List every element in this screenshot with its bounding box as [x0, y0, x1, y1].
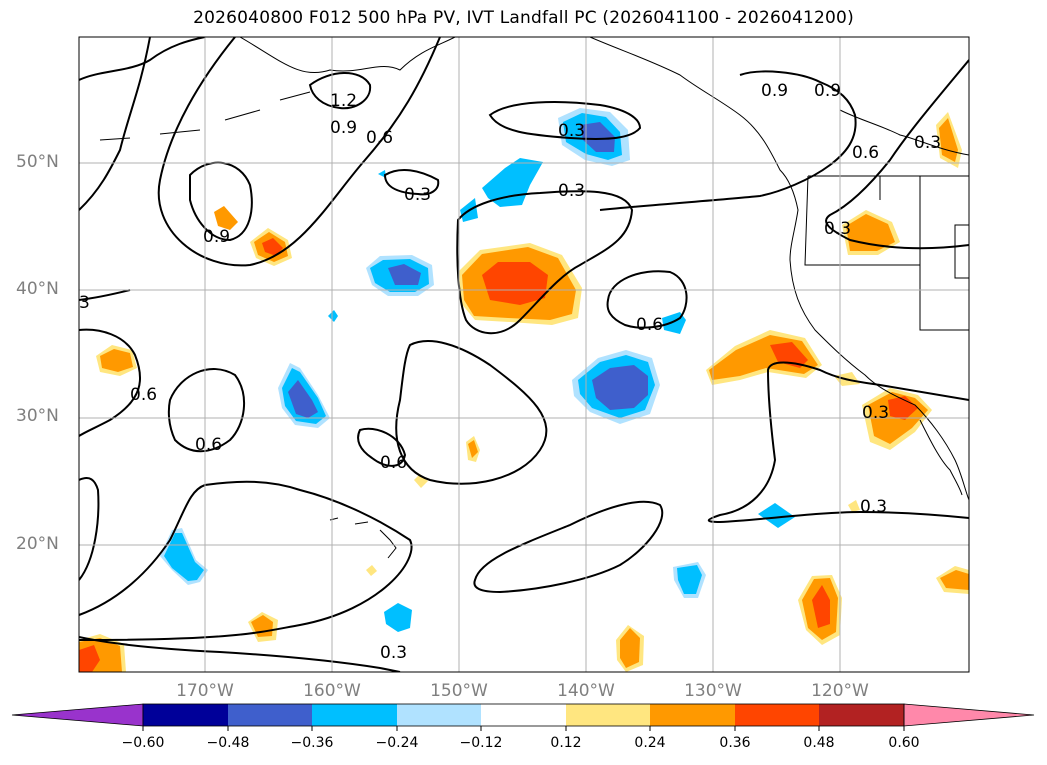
lat-label-50n: 50°N — [16, 152, 59, 172]
positive-anomalies — [79, 112, 969, 672]
contour-labels: 1.2 0.9 0.6 0.3 0.3 0.9 0.9 0.6 0.3 0.3 … — [79, 81, 941, 663]
lon-label-170w: 170°W — [176, 681, 234, 701]
colorbar-extend-min — [11, 703, 144, 727]
contour-label: 0.3 — [558, 181, 585, 201]
colorbar-segment — [143, 704, 228, 726]
map-title: 2026040800 F012 500 hPa PV, IVT Landfall… — [193, 8, 854, 28]
colorbar — [11, 703, 1035, 731]
colorbar-tick-label: 0.24 — [634, 735, 666, 751]
contour-label: 1.2 — [330, 91, 357, 111]
lon-label-140w: 140°W — [557, 681, 615, 701]
colorbar-tick-label: −0.36 — [290, 735, 334, 751]
colorbar-extend-max — [903, 703, 1035, 727]
lat-label-30n: 30°N — [16, 406, 59, 426]
lat-label-40n: 40°N — [16, 279, 59, 299]
coastlines — [99, 37, 969, 559]
colorbar-tick-label: −0.60 — [121, 735, 165, 751]
colorbar-tick-label: 0.12 — [550, 735, 582, 751]
lon-label-150w: 150°W — [430, 681, 488, 701]
contour-label: 0.6 — [636, 315, 663, 335]
contour-label: 0.6 — [852, 143, 879, 163]
contour-label: 0.6 — [366, 128, 393, 148]
colorbar-tick-label: −0.48 — [206, 735, 250, 751]
contour-label: 0.6 — [380, 453, 407, 473]
contour-label: 0.3 — [860, 497, 887, 517]
colorbar-tick-label: −0.24 — [375, 735, 419, 751]
colorbar-segment — [735, 704, 819, 726]
contour-label: 0.9 — [330, 118, 357, 138]
map-frame — [78, 36, 970, 673]
contour-label: 0.9 — [761, 81, 788, 101]
colorbar-segment — [397, 704, 481, 726]
negative-anomalies — [160, 108, 795, 632]
colorbar-tick-label: 0.36 — [719, 735, 751, 751]
colorbar-segment — [650, 704, 735, 726]
contour-label: 0.3 — [862, 403, 889, 423]
map-area — [79, 37, 969, 672]
colorbar-segment — [228, 704, 312, 726]
contour-label: 0.3 — [558, 121, 585, 141]
colorbar-segment — [819, 704, 904, 726]
contour-label: 0.3 — [404, 185, 431, 205]
graticule — [79, 37, 969, 672]
contour-label: 3 — [79, 293, 90, 313]
lon-label-130w: 130°W — [684, 681, 742, 701]
lon-label-120w: 120°W — [811, 681, 869, 701]
contour-label: 0.9 — [814, 81, 841, 101]
contour-label: 0.3 — [914, 133, 941, 153]
colorbar-tick-label: −0.12 — [459, 735, 503, 751]
colorbar-segment — [312, 704, 397, 726]
lon-label-160w: 160°W — [303, 681, 361, 701]
colorbar-segment — [481, 704, 566, 726]
lat-label-20n: 20°N — [16, 534, 59, 554]
colorbar-tick-label: 0.48 — [803, 735, 835, 751]
contour-label: 0.3 — [380, 643, 407, 663]
contour-label: 0.6 — [195, 435, 222, 455]
contour-label: 0.3 — [824, 219, 851, 239]
contour-label: 0.6 — [130, 385, 157, 405]
contour-label: 0.9 — [203, 227, 230, 247]
colorbar-segment — [566, 704, 650, 726]
pv-contours — [79, 37, 969, 672]
colorbar-tick-label: 0.60 — [888, 735, 920, 751]
